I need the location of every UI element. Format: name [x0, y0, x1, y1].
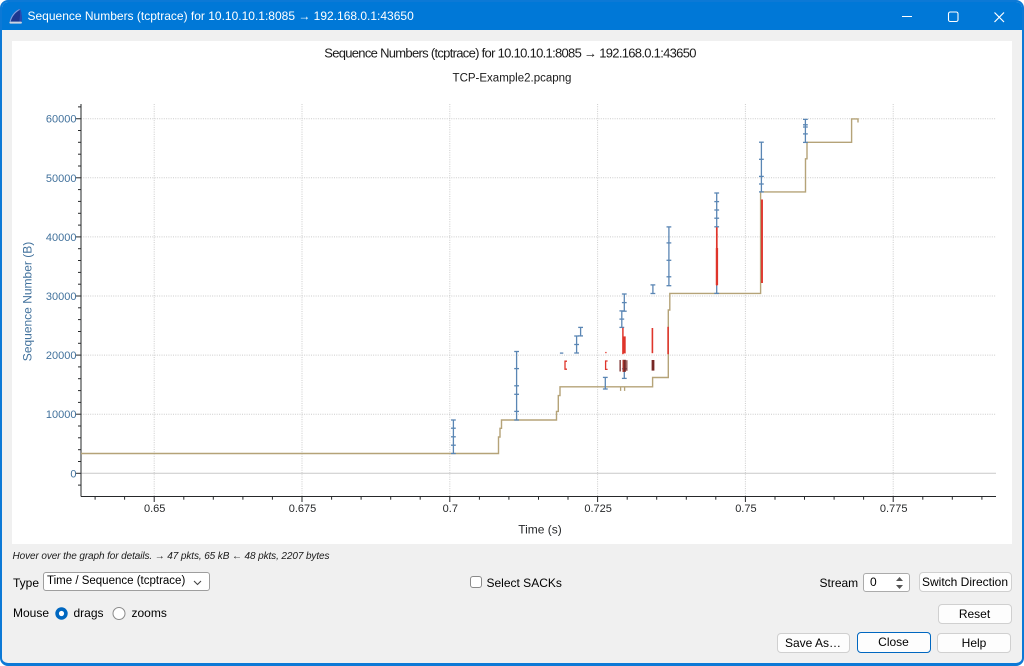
svg-text:Time (s): Time (s) [518, 523, 562, 537]
svg-text:0.7: 0.7 [443, 503, 458, 515]
svg-text:10000: 10000 [46, 409, 77, 421]
svg-text:Sequence Number (B): Sequence Number (B) [21, 242, 35, 361]
svg-text:0.725: 0.725 [584, 503, 612, 515]
svg-text:0: 0 [70, 468, 76, 480]
svg-text:60000: 60000 [46, 114, 77, 126]
svg-text:40000: 40000 [46, 232, 77, 244]
svg-text:TCP-Example2.pcapng: TCP-Example2.pcapng [453, 73, 572, 85]
svg-text:0.775: 0.775 [880, 503, 908, 515]
svg-text:Sequence Numbers (tcptrace) fo: Sequence Numbers (tcptrace) for 10.10.10… [324, 46, 696, 61]
svg-text:0.75: 0.75 [735, 503, 756, 515]
svg-text:50000: 50000 [46, 173, 77, 185]
svg-text:0.675: 0.675 [289, 503, 317, 515]
svg-text:0.65: 0.65 [144, 503, 165, 515]
svg-text:20000: 20000 [46, 350, 77, 362]
svg-text:30000: 30000 [46, 291, 77, 303]
